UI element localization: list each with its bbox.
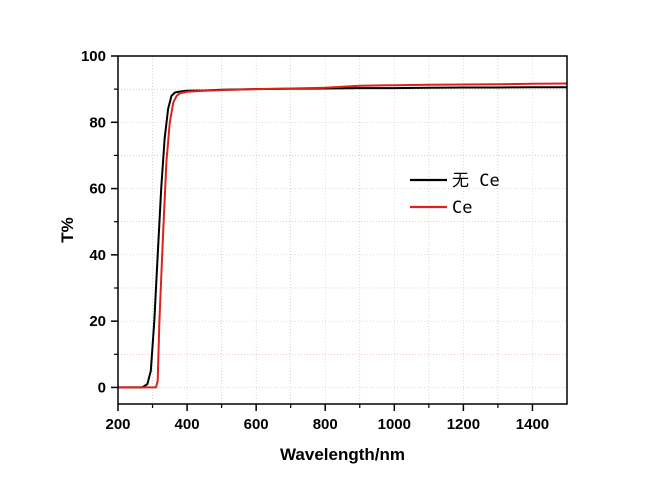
- series-line-2: [118, 82, 568, 389]
- series-line-1: [118, 86, 567, 389]
- ticks: [111, 55, 534, 411]
- x-tick-label: 1200: [447, 416, 480, 433]
- legend: 无 Ce Ce: [410, 171, 500, 218]
- y-tick-label: 80: [89, 114, 106, 131]
- x-tick-label: 600: [244, 416, 269, 433]
- grid: [118, 56, 567, 404]
- plot-frame: [117, 55, 568, 405]
- x-tick-label: 200: [105, 416, 130, 433]
- x-tick-label: 1000: [378, 416, 411, 433]
- series-layer: [118, 82, 568, 389]
- y-tick-label: 20: [89, 313, 106, 330]
- x-tick-label: 1400: [516, 416, 549, 433]
- y-tick-label: 100: [81, 48, 106, 65]
- y-tick-label: 0: [98, 379, 106, 396]
- legend-label-2: Ce: [452, 198, 472, 218]
- y-tick-label: 60: [89, 181, 106, 198]
- x-tick-label: 400: [175, 416, 200, 433]
- y-tick-label: 40: [89, 247, 106, 264]
- x-axis-title: Wavelength/nm: [280, 445, 405, 464]
- x-tick-label: 800: [313, 416, 338, 433]
- y-axis-title: T%: [58, 217, 77, 243]
- tick-labels: 200 400 600 800 1000 1200 1400 0 20 40 60 80 100: [81, 48, 549, 433]
- legend-label-1: 无 Ce: [452, 171, 500, 191]
